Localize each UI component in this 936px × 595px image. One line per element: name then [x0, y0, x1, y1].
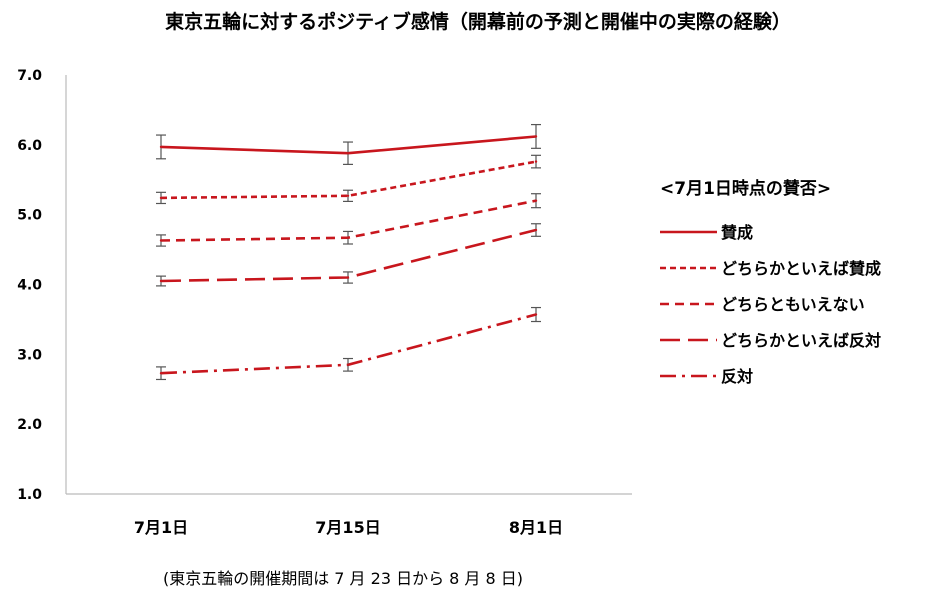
y-tick-label: 5.0: [17, 208, 42, 224]
legend-label: どちらかといえば賛成: [721, 259, 881, 278]
legend-label: どちらかといえば反対: [721, 331, 881, 350]
series-5: [156, 306, 541, 381]
legend-item: 反対: [660, 367, 753, 386]
legend-item: どちらかといえば反対: [660, 331, 881, 350]
footnote: (東京五輪の開催期間は 7 月 23 日から 8 月 8 日): [163, 569, 523, 588]
data-point: [159, 196, 163, 200]
y-tick-labels: 1.0 2.0 3.0 4.0 5.0 6.0 7.0: [17, 68, 42, 503]
legend-label: 反対: [721, 367, 753, 386]
y-tick-label: 2.0: [17, 417, 42, 433]
x-tick-label: 8月1日: [509, 518, 563, 537]
y-tick-label: 1.0: [17, 487, 42, 503]
x-tick-label: 7月15日: [315, 518, 380, 537]
series-line: [160, 160, 537, 200]
y-tick-label: 6.0: [17, 138, 42, 154]
series-3: [156, 193, 541, 247]
data-point: [159, 279, 163, 283]
series-layer: [156, 123, 541, 381]
axes: [65, 75, 632, 495]
data-point: [159, 239, 163, 242]
data-point: [346, 363, 350, 367]
data-point: [534, 228, 538, 232]
x-tick-labels: 7月1日 7月15日 8月1日: [134, 518, 563, 537]
y-tick-label: 3.0: [17, 347, 42, 363]
legend-item: どちらともいえない: [660, 295, 865, 314]
data-point: [346, 152, 350, 155]
data-point: [534, 199, 538, 202]
data-point: [159, 145, 163, 149]
legend-item: どちらかといえば賛成: [660, 259, 881, 278]
chart-title: 東京五輪に対するポジティブ感情（開幕前の予測と開催中の実際の経験）: [165, 10, 791, 33]
legend-title: <7月1日時点の賛否>: [660, 178, 831, 199]
y-tick-label: 4.0: [17, 278, 42, 294]
y-tick-label: 7.0: [17, 68, 42, 84]
data-point: [346, 194, 350, 198]
data-point: [346, 276, 350, 279]
legend-label: 賛成: [721, 223, 753, 242]
data-point: [534, 313, 538, 316]
legend-item: 賛成: [660, 223, 753, 242]
data-point: [159, 371, 163, 375]
legend-label: どちらともいえない: [721, 295, 865, 314]
series-2: [156, 154, 541, 205]
data-point: [534, 135, 538, 138]
series-1: [156, 123, 541, 165]
data-point: [346, 236, 350, 239]
data-point: [534, 160, 538, 163]
x-tick-label: 7月1日: [134, 518, 188, 537]
legend: <7月1日時点の賛否> 賛成どちらかといえば賛成どちらともいえないどちらかといえ…: [660, 178, 881, 386]
series-4: [156, 223, 541, 287]
